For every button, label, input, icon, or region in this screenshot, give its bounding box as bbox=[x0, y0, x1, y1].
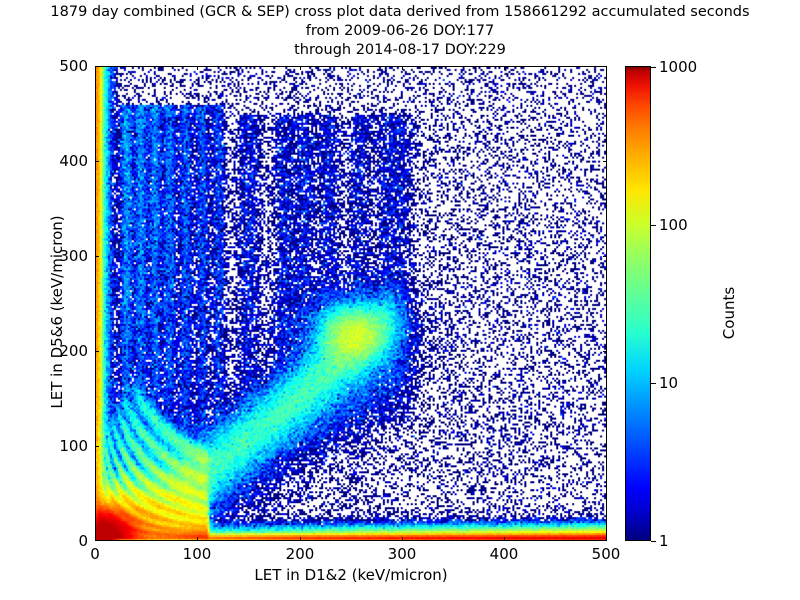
cbar-label-1000: 1000 bbox=[659, 58, 698, 76]
yticklabel-400: 400 bbox=[59, 152, 88, 170]
cbar-tick-10 bbox=[651, 383, 656, 384]
yticklabel-100: 100 bbox=[59, 437, 88, 455]
cbar-tick-100 bbox=[651, 225, 656, 226]
title-line-3: through 2014-08-17 DOY:229 bbox=[294, 42, 506, 58]
cbar-tick-1000 bbox=[651, 67, 656, 68]
title-line-1: 1879 day combined (GCR & SEP) cross plot… bbox=[50, 4, 750, 20]
cbar-label-10: 10 bbox=[659, 374, 679, 392]
yticklabel-0: 0 bbox=[78, 532, 88, 550]
plot-area bbox=[95, 66, 607, 541]
cbar-tick-1 bbox=[651, 541, 656, 542]
cbar-label-100: 100 bbox=[659, 216, 688, 234]
yticklabel-500: 500 bbox=[59, 57, 88, 75]
y-axis-label: LET in D5&6 (keV/micron) bbox=[48, 215, 66, 409]
yticklabel-300: 300 bbox=[59, 247, 88, 265]
xticklabel-100: 100 bbox=[182, 545, 212, 563]
xticklabel-500: 500 bbox=[591, 545, 621, 563]
xticklabel-300: 300 bbox=[387, 545, 417, 563]
xticklabel-0: 0 bbox=[90, 545, 100, 563]
xticklabel-200: 200 bbox=[285, 545, 315, 563]
colorbar bbox=[625, 66, 651, 541]
x-axis-label: LET in D1&2 (keV/micron) bbox=[254, 566, 448, 584]
cbar-label-1: 1 bbox=[659, 532, 669, 550]
title-line-2: from 2009-06-26 DOY:177 bbox=[305, 23, 495, 39]
colorbar-title: Counts bbox=[720, 286, 738, 340]
xticklabel-400: 400 bbox=[489, 545, 519, 563]
yticklabel-200: 200 bbox=[59, 342, 88, 360]
heatmap-canvas bbox=[96, 67, 606, 540]
